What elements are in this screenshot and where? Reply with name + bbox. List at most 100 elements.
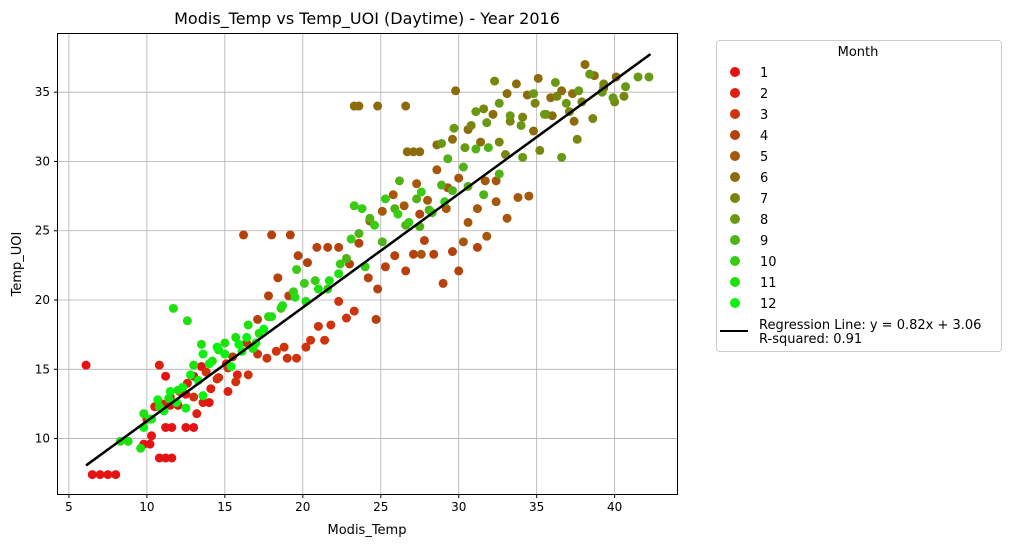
data-point — [494, 98, 504, 108]
y-tick-label: 10 — [35, 432, 50, 446]
data-point — [198, 398, 208, 408]
data-point — [299, 278, 309, 288]
data-point — [243, 370, 253, 380]
data-point — [373, 101, 383, 111]
data-point — [212, 374, 222, 384]
legend-marker-month-5 — [730, 151, 740, 161]
data-point — [479, 104, 489, 114]
data-point — [334, 242, 344, 252]
data-point — [323, 242, 333, 252]
data-point — [412, 179, 422, 189]
data-point — [408, 147, 418, 157]
data-point — [371, 314, 381, 324]
data-point — [393, 209, 403, 219]
data-point — [401, 101, 411, 111]
legend-regression-label: Regression Line: y = 0.82x + 3.06 — [759, 318, 981, 333]
data-point — [463, 217, 473, 227]
data-point — [167, 453, 177, 463]
data-point — [494, 137, 504, 147]
plot-frame — [57, 33, 678, 495]
data-point — [136, 443, 146, 453]
data-point — [253, 314, 263, 324]
data-point — [380, 262, 390, 272]
legend-box — [716, 40, 1002, 352]
data-point — [390, 251, 400, 261]
data-point — [502, 213, 512, 223]
legend-label-month-1: 1 — [760, 66, 768, 81]
y-axis-label: Temp_UOI — [10, 232, 25, 298]
data-point — [168, 303, 178, 313]
data-point — [516, 120, 526, 130]
data-point — [263, 291, 273, 301]
data-point — [644, 72, 654, 82]
data-point — [458, 237, 468, 247]
data-point — [196, 339, 206, 349]
regression-layer — [85, 53, 652, 467]
y-tick-label: 30 — [35, 154, 50, 168]
data-point — [580, 59, 590, 69]
data-point — [533, 73, 543, 83]
data-point — [416, 187, 426, 197]
data-point — [198, 349, 208, 359]
data-point — [334, 296, 344, 306]
data-point — [313, 284, 323, 294]
data-point — [231, 377, 241, 387]
legend-label-month-8: 8 — [760, 213, 768, 228]
data-point — [471, 107, 481, 117]
data-point — [491, 176, 501, 186]
data-point — [437, 138, 447, 148]
data-point — [220, 349, 230, 359]
data-point — [611, 72, 621, 82]
data-point — [312, 242, 322, 252]
data-point — [370, 220, 380, 230]
data-point — [267, 230, 277, 240]
data-point — [483, 143, 493, 153]
x-tick-label: 15 — [217, 500, 232, 514]
data-point — [161, 422, 171, 432]
data-point — [633, 72, 643, 82]
data-point — [273, 273, 283, 283]
data-point — [147, 431, 157, 441]
data-point — [310, 276, 320, 286]
data-point — [416, 249, 426, 259]
data-point — [415, 209, 425, 219]
data-point — [491, 197, 501, 207]
data-point — [574, 86, 584, 96]
data-point — [432, 165, 442, 175]
data-point — [349, 201, 359, 211]
data-point — [123, 436, 133, 446]
data-point — [220, 338, 230, 348]
data-point — [585, 69, 595, 79]
legend-marker-month-2 — [730, 88, 740, 98]
data-point — [111, 470, 121, 480]
data-point — [539, 109, 549, 119]
data-point — [234, 339, 244, 349]
y-tick-label: 20 — [35, 293, 50, 307]
data-point — [189, 422, 199, 432]
legend-marker-month-9 — [730, 235, 740, 245]
data-point — [482, 118, 492, 128]
data-point — [161, 371, 171, 381]
data-point — [189, 392, 199, 402]
data-point — [429, 249, 439, 259]
data-point — [412, 194, 422, 204]
data-point — [441, 204, 451, 214]
legend-label-month-7: 7 — [760, 192, 768, 207]
data-point — [182, 316, 192, 326]
data-point — [471, 144, 481, 154]
legend-marker-month-4 — [730, 130, 740, 140]
data-point — [529, 126, 539, 136]
data-point — [271, 346, 281, 356]
data-point — [181, 403, 191, 413]
data-point — [242, 332, 252, 342]
data-point — [334, 269, 344, 279]
data-point — [279, 342, 289, 352]
data-point — [145, 439, 155, 449]
data-point — [139, 409, 149, 419]
data-point — [341, 253, 351, 263]
data-point — [472, 204, 482, 214]
data-point — [181, 422, 191, 432]
data-point — [408, 249, 418, 259]
